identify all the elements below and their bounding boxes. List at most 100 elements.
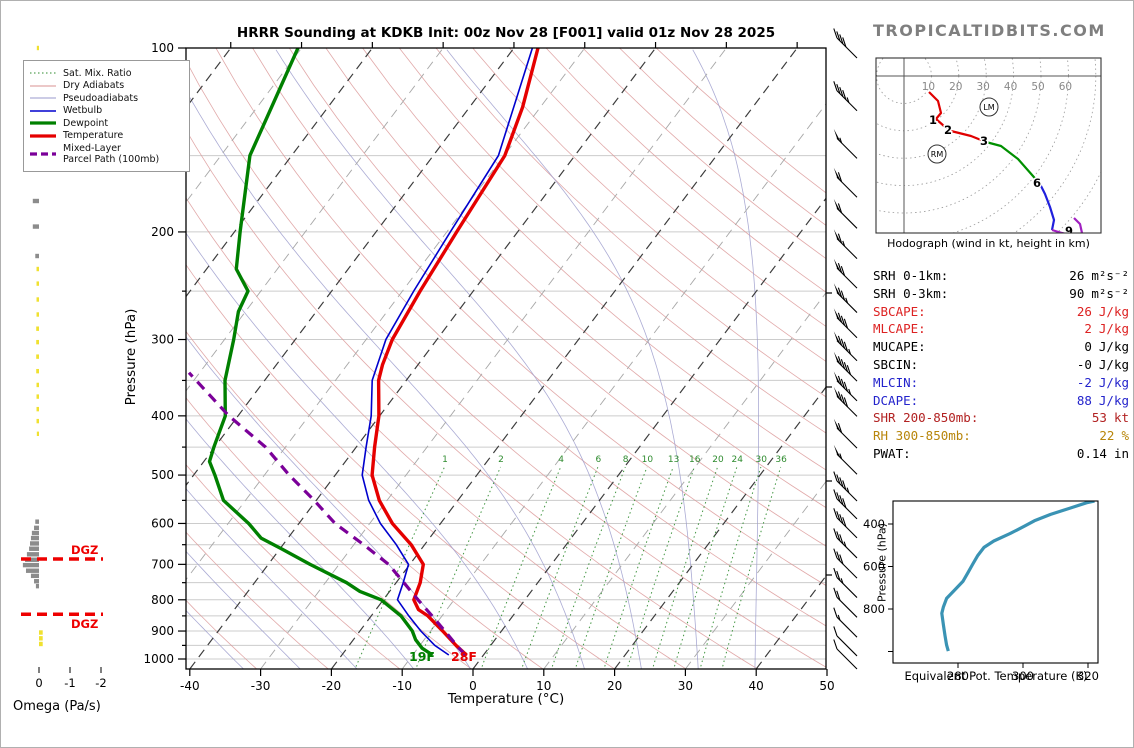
wind-barb bbox=[833, 386, 858, 417]
hodograph-panel: 10 20 30 40 50 60 12 3 6 9 LM RM bbox=[876, 58, 1101, 238]
legend-label: Temperature bbox=[63, 130, 124, 141]
wind-barb bbox=[833, 471, 858, 502]
stat-text: MUCAPE: bbox=[873, 339, 926, 355]
svg-text:-2: -2 bbox=[95, 676, 106, 690]
stat-text: 0.14 bbox=[1076, 445, 1107, 461]
stat-text: 2 bbox=[1084, 321, 1092, 337]
hodograph-trace bbox=[928, 91, 987, 144]
skewt-plot-area bbox=[186, 48, 826, 669]
svg-text:500: 500 bbox=[151, 468, 174, 482]
svg-text:20: 20 bbox=[712, 455, 724, 465]
svg-text:600: 600 bbox=[863, 560, 885, 574]
svg-text:20: 20 bbox=[607, 679, 622, 693]
stat-text: J/kg bbox=[1098, 356, 1129, 372]
surface-temperature-label: 28F bbox=[451, 649, 477, 664]
stat-row: SHR 200-850mb: 53 kt bbox=[873, 409, 1129, 427]
wind-barb bbox=[833, 229, 858, 260]
wind-barb bbox=[833, 198, 858, 229]
pressure-axis-label: Pressure (hPa) bbox=[123, 308, 139, 406]
wind-barb bbox=[833, 607, 858, 638]
svg-text:13: 13 bbox=[668, 455, 679, 465]
legend-label: Wetbulb bbox=[63, 105, 103, 116]
parcel-path-curve bbox=[187, 371, 467, 657]
svg-text:1: 1 bbox=[442, 455, 448, 465]
mixing-ratio-labels: 1 2 4 6 8 10 13 16 20 24 30 36 bbox=[442, 455, 787, 465]
dewpoint-curve bbox=[207, 48, 434, 657]
stat-text: % bbox=[1121, 428, 1129, 444]
stat-row: SRH 0-3km: 90 m²s⁻² bbox=[873, 285, 1129, 303]
stat-row: MUCAPE: 0 J/kg bbox=[873, 338, 1129, 356]
dewpoint-line-icon bbox=[30, 121, 56, 125]
hodograph-trace bbox=[985, 140, 1041, 185]
legend-label: Pseudoadiabats bbox=[63, 92, 139, 104]
stat-text: 26 bbox=[1076, 303, 1092, 319]
theta-e-x-label: Equivalent Pot. Temperature (K) bbox=[904, 669, 1088, 683]
stat-text: MLCIN: bbox=[873, 374, 919, 390]
stat-text: SHR 200-850mb: bbox=[873, 410, 979, 426]
svg-text:800: 800 bbox=[151, 593, 174, 607]
svg-text:30: 30 bbox=[977, 81, 990, 93]
wind-barb bbox=[833, 283, 858, 313]
stat-text: J/kg bbox=[1098, 303, 1129, 319]
svg-text:280: 280 bbox=[947, 669, 969, 683]
svg-text:1000: 1000 bbox=[143, 652, 174, 666]
stat-text: -0 bbox=[1076, 356, 1092, 372]
skewt-ticks: -40 -30 -20 -10 0 10 20 30 40 50 100 200 300 400 500 60… bbox=[143, 41, 834, 693]
legend: Sat. Mix. Ratio Dry Adiabats Pseudoadiab… bbox=[23, 60, 190, 172]
theta-e-curve bbox=[940, 501, 1095, 652]
temperature-axis-label: Temperature (°C) bbox=[447, 691, 565, 707]
svg-text:30: 30 bbox=[678, 679, 693, 693]
svg-text:320: 320 bbox=[1077, 669, 1099, 683]
parcel-path-line-icon bbox=[30, 151, 56, 156]
stat-text: m²s⁻² bbox=[1091, 268, 1129, 283]
theta-e-panel: 400 600 800 280 300 320 bbox=[863, 500, 1099, 683]
svg-text:300: 300 bbox=[1012, 669, 1034, 683]
stat-text: J/kg bbox=[1098, 321, 1129, 337]
svg-text:400: 400 bbox=[863, 517, 885, 531]
page-title: HRRR Sounding at KDKB Init: 00z Nov 28 [… bbox=[236, 25, 776, 41]
stat-text: PWAT: bbox=[873, 445, 911, 461]
hodograph-marker bbox=[927, 144, 947, 164]
legend-item-dewpoint: Dewpoint bbox=[30, 118, 182, 129]
stat-text: -2 bbox=[1076, 374, 1092, 390]
svg-text:16: 16 bbox=[689, 455, 701, 465]
wind-barb bbox=[833, 548, 858, 579]
stat-text: SRH 0-3km: bbox=[873, 285, 949, 301]
wind-barb bbox=[833, 418, 858, 449]
svg-text:800: 800 bbox=[863, 602, 885, 616]
stat-text: 53 bbox=[1091, 410, 1107, 426]
stats-panel: SRH 0-1km: 26 m²s⁻² SRH 0-3km: 90 m²s⁻² SBCAPE… bbox=[873, 267, 1129, 463]
svg-text:10: 10 bbox=[642, 455, 654, 465]
legend-item-parcel-path: Mixed-Layer Parcel Path (100mb) bbox=[30, 143, 182, 165]
mixing-ratio-lines bbox=[354, 466, 782, 669]
svg-text:-10: -10 bbox=[392, 679, 412, 693]
stat-text: SRH 0-1km: bbox=[873, 268, 949, 283]
wind-barb bbox=[833, 28, 858, 59]
watermark: TROPICALTIDBITS.COM bbox=[873, 21, 1106, 40]
legend-item-pseudoadiabats: Pseudoadiabats bbox=[30, 93, 182, 104]
wind-barb bbox=[833, 81, 858, 112]
wind-barb bbox=[833, 508, 858, 539]
svg-text:9: 9 bbox=[1065, 224, 1073, 238]
stat-text bbox=[911, 445, 1077, 463]
legend-label: Dewpoint bbox=[63, 117, 109, 129]
wind-barb-column bbox=[833, 28, 858, 670]
stat-row: MLCAPE: 2 J/kg bbox=[873, 320, 1129, 338]
svg-text:4: 4 bbox=[558, 455, 564, 465]
svg-text:1: 1 bbox=[929, 113, 937, 127]
hodograph-trace bbox=[1039, 183, 1056, 231]
svg-text:8: 8 bbox=[623, 455, 629, 465]
wind-barb bbox=[833, 371, 858, 402]
wind-barb bbox=[833, 351, 858, 382]
svg-text:24: 24 bbox=[732, 455, 744, 465]
stat-row: PWAT: 0.14 in bbox=[873, 445, 1129, 463]
stat-text: 26 bbox=[1069, 268, 1085, 283]
wind-barb bbox=[833, 128, 858, 159]
stat-row: SRH 0-1km: 26 m²s⁻² bbox=[873, 267, 1129, 285]
legend-label: Sat. Mix. Ratio bbox=[63, 67, 132, 79]
stat-row: RH 300-850mb: 22% bbox=[873, 427, 1129, 445]
svg-text:36: 36 bbox=[775, 455, 787, 465]
legend-item-temperature: Temperature bbox=[30, 130, 182, 141]
svg-text:40: 40 bbox=[1004, 81, 1017, 93]
svg-text:-1: -1 bbox=[64, 676, 75, 690]
